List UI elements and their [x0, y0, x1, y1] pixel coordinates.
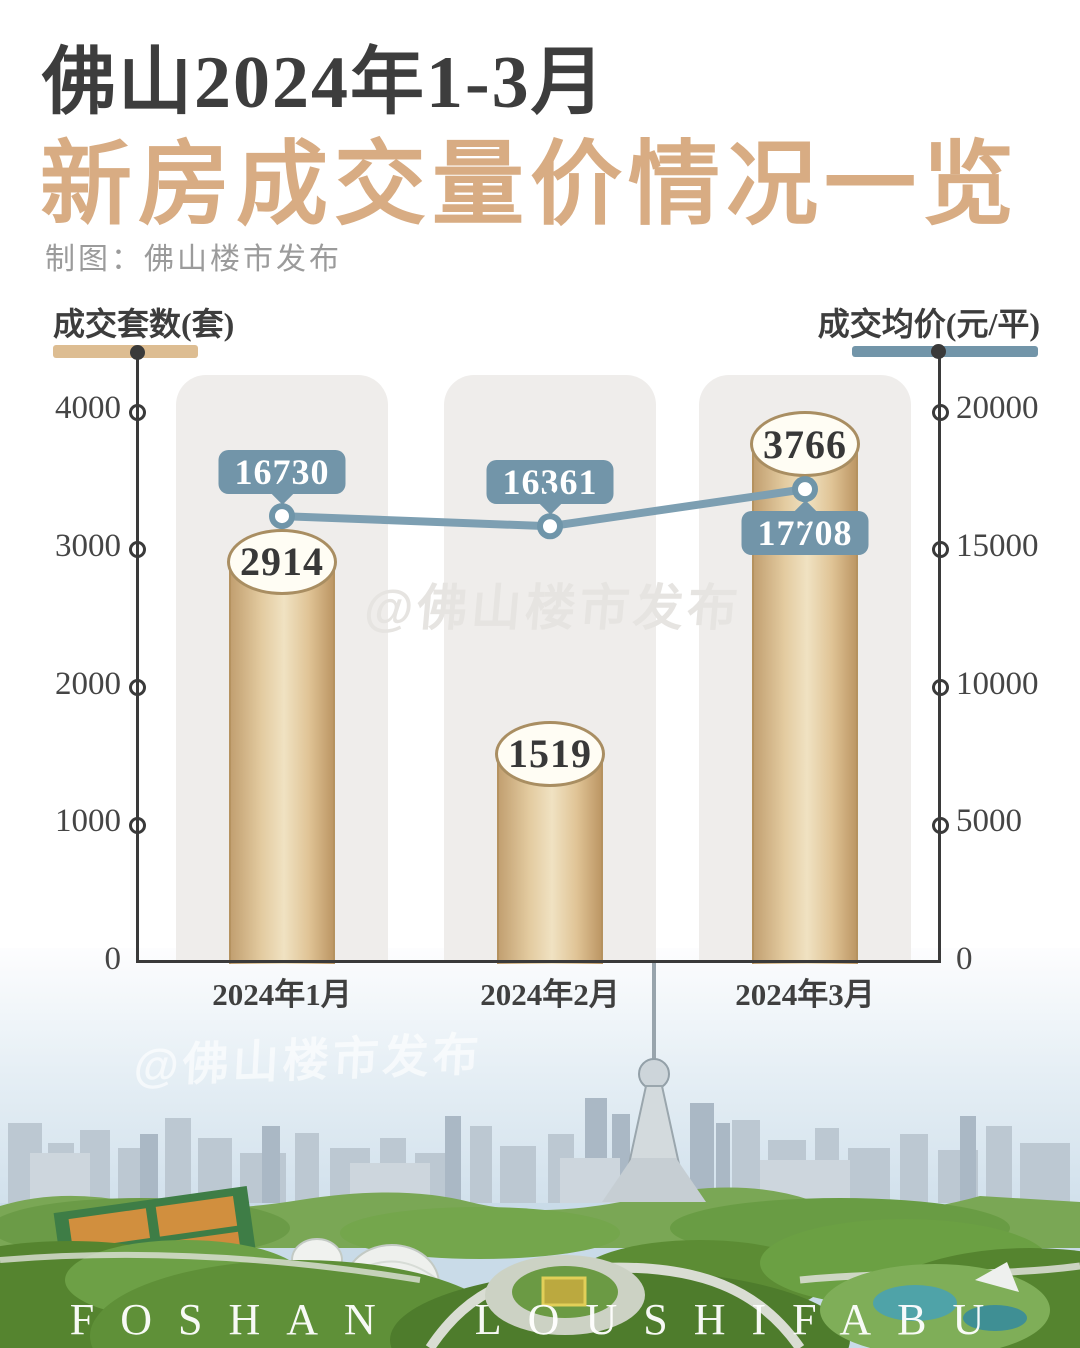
bar-2024年2月: [497, 753, 603, 964]
right-axis-top-dot: [931, 344, 946, 359]
city-photo: FOSHAN LOUSHIFABU: [0, 948, 1080, 1348]
left-axis-title: 成交套数(套): [53, 306, 235, 342]
bar-value-label: 3766: [750, 411, 860, 478]
category-label: 2024年1月: [212, 977, 352, 1012]
page-title: 佛山2024年1-3月: [42, 42, 607, 124]
page-subtitle: 新房成交量价情况一览: [40, 134, 1021, 236]
credit-line: 制图：佛山楼市发布: [45, 243, 342, 276]
bar-2024年1月: [229, 561, 335, 964]
left-legend-underline: [53, 345, 198, 358]
right-tick-label: 10000: [956, 665, 1039, 702]
right-tick-label: 0: [956, 941, 973, 977]
right-tick-label: 20000: [956, 390, 1039, 426]
x-axis-baseline: [136, 960, 941, 963]
playground: [820, 1262, 1050, 1348]
left-axis-top-dot: [130, 345, 145, 360]
bar-value-label: 1519: [495, 720, 605, 787]
right-tick-label: 15000: [956, 527, 1039, 564]
left-tick-label: 4000: [55, 390, 121, 426]
central-plaza: [485, 1255, 645, 1335]
right-axis-title: 成交均价(元/平): [817, 306, 1040, 342]
city-photo-illustration: [0, 948, 1080, 1348]
right-tick-label: 5000: [956, 803, 1022, 840]
tv-tower: [602, 952, 706, 1202]
chart-watermark: @佛山楼市发布: [362, 580, 744, 636]
price-badge: 17708: [741, 500, 869, 556]
left-tick-label: 3000: [55, 527, 121, 564]
left-tick-label: 1000: [55, 803, 121, 840]
left-axis-line: [136, 352, 139, 963]
bar-value-label: 2914: [227, 528, 337, 595]
right-axis-line: [938, 351, 941, 963]
category-label: 2024年3月: [735, 977, 875, 1012]
category-label: 2024年2月: [480, 977, 620, 1012]
left-tick-label: 2000: [55, 665, 121, 702]
price-badge: 16730: [218, 450, 346, 505]
footer-caption: FOSHAN LOUSHIFABU: [69, 1295, 1011, 1344]
left-tick-label: 0: [104, 941, 122, 977]
price-badge: 16361: [486, 460, 614, 515]
